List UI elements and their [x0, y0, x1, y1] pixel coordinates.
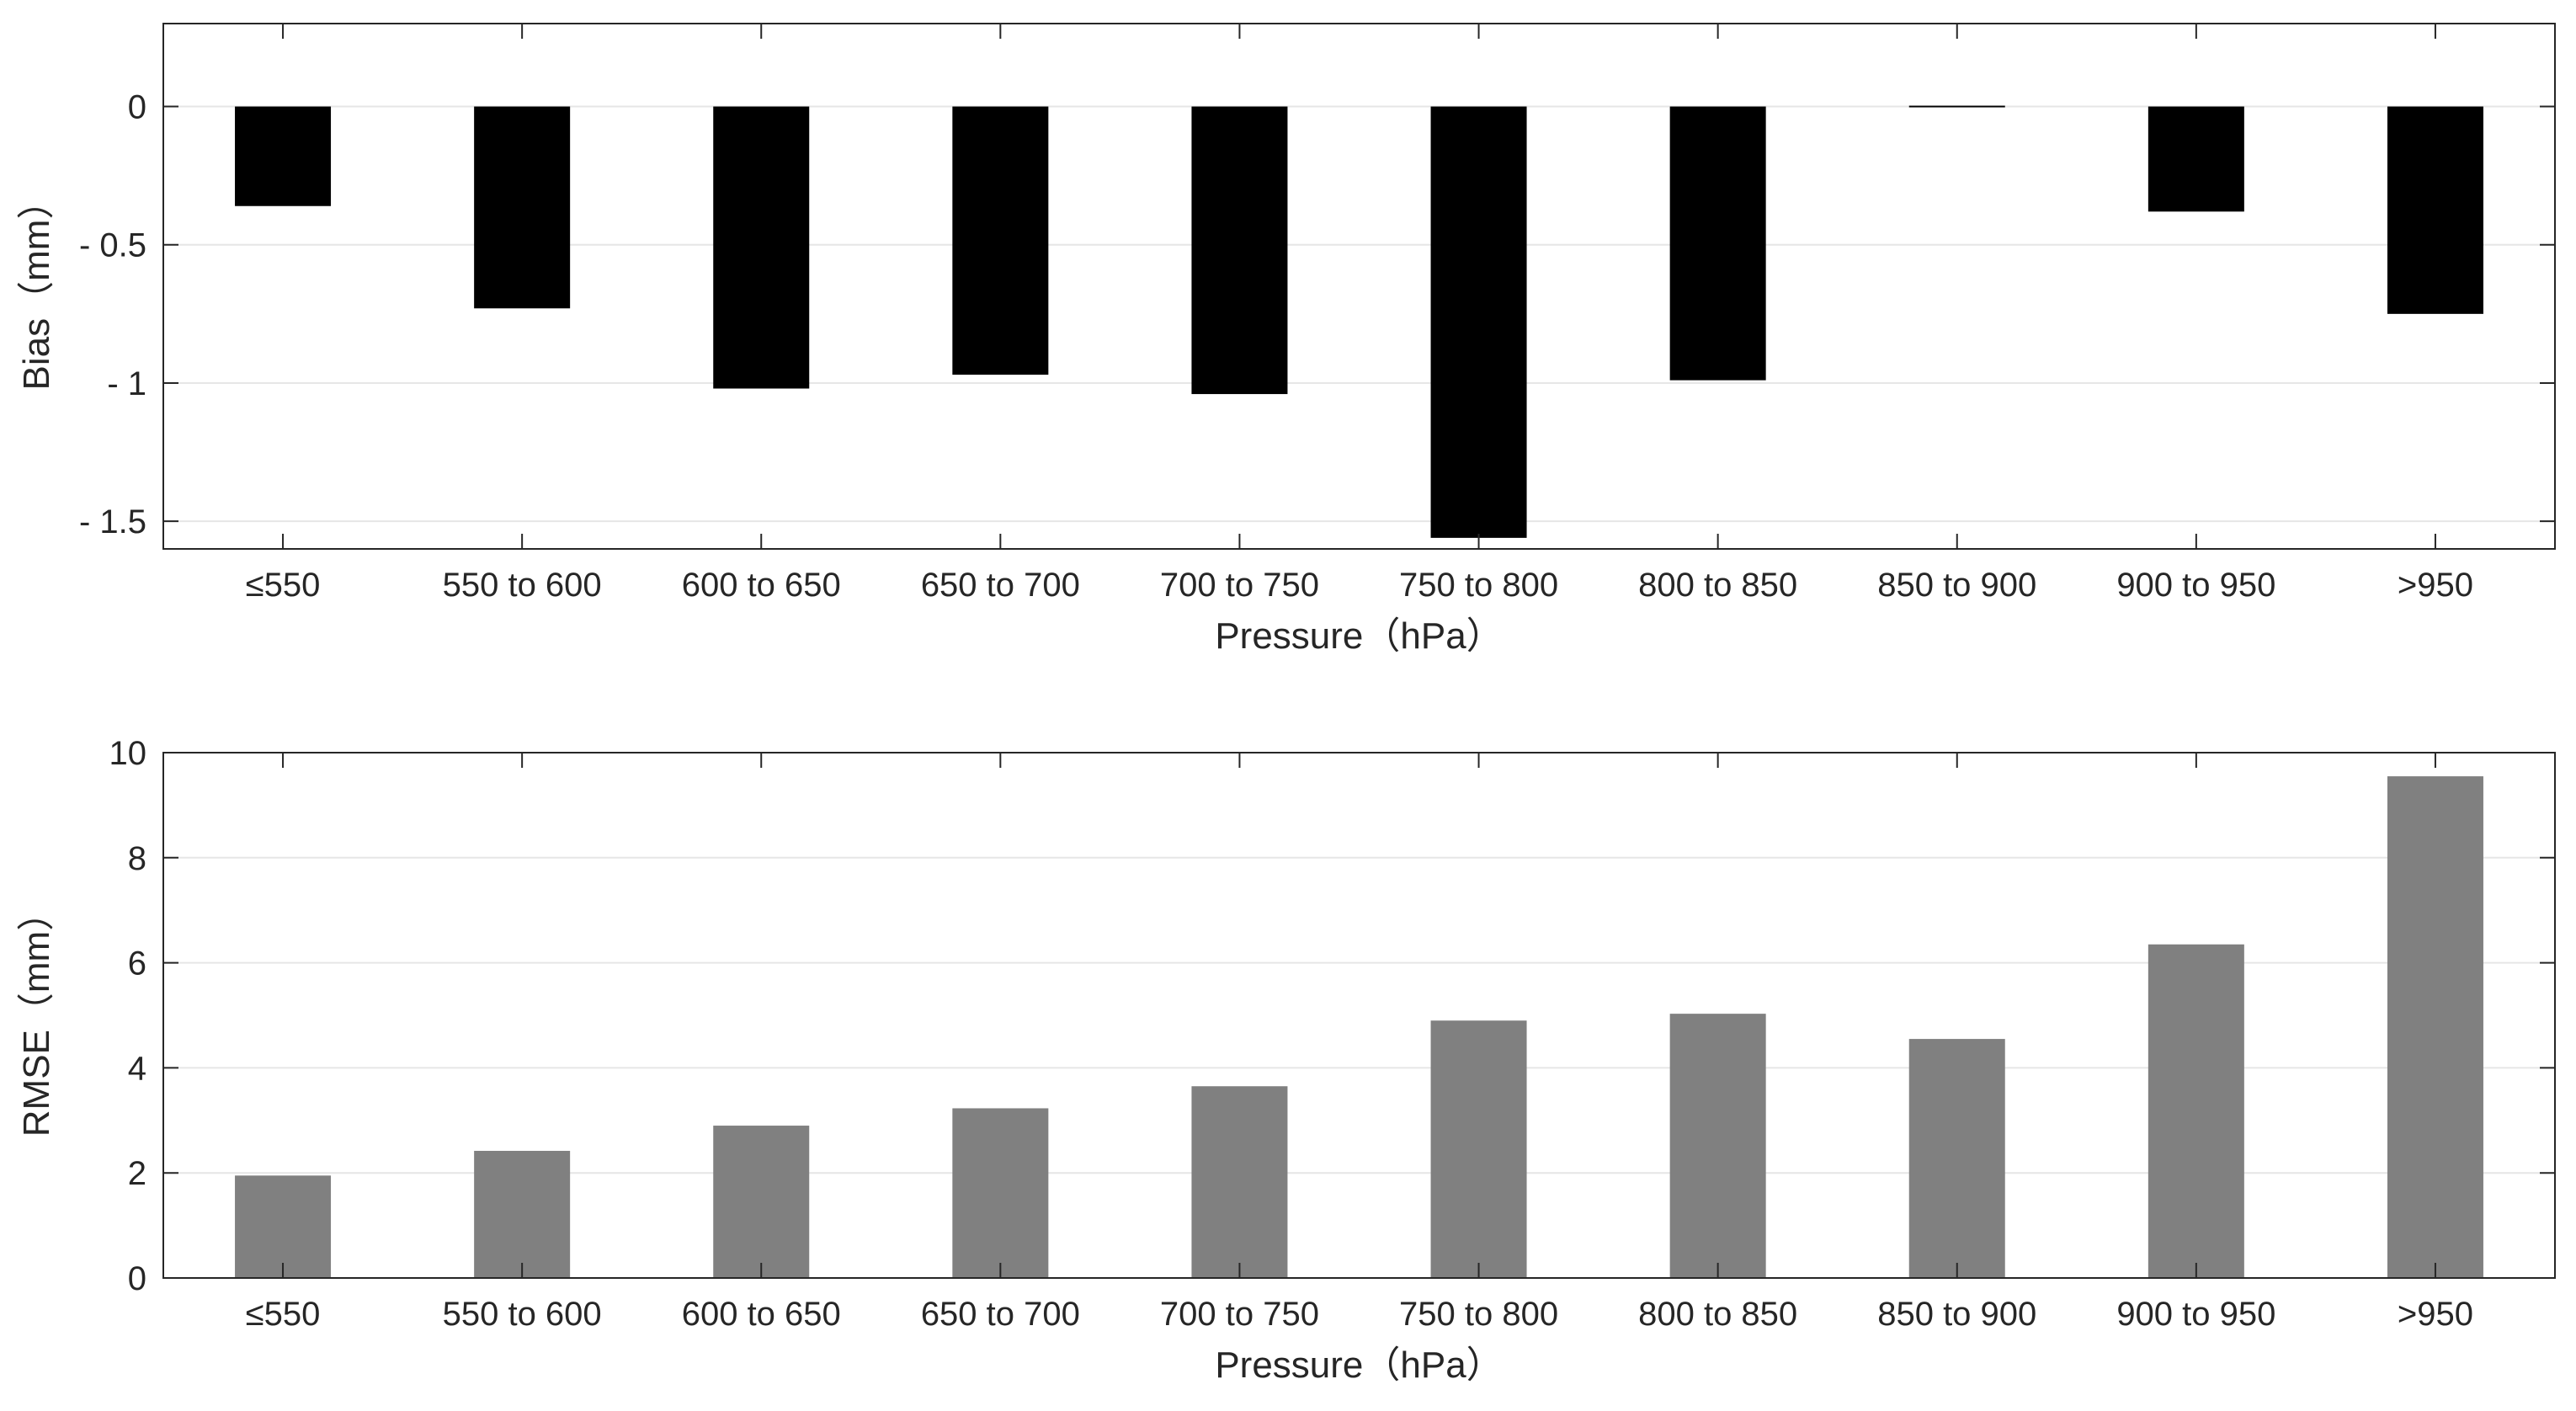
bias-ticks [163, 24, 2555, 549]
rmse-y-tick-label: 6 [128, 945, 146, 982]
bias-bars [235, 105, 2483, 538]
bias-axes-box [162, 23, 2556, 550]
bias-y-tick-label: - 0.5 [79, 227, 146, 264]
bias-bar [1191, 106, 1288, 395]
bias-bar [713, 106, 810, 389]
rmse-bar [2148, 944, 2244, 1278]
bias-x-tick-label: 550 to 600 [443, 567, 602, 604]
rmse-bar [1908, 1039, 2005, 1278]
rmse-bar [2387, 776, 2483, 1278]
rmse-x-tick-label: 750 to 800 [1399, 1296, 1558, 1333]
rmse-bar [474, 1150, 571, 1278]
rmse-y-axis-title: RMSE（mm） [16, 894, 57, 1137]
bias-x-tick-label: 800 to 850 [1638, 567, 1797, 604]
bias-x-tick-label: 750 to 800 [1399, 567, 1558, 604]
rmse-chart-panel: ≤550 550 to 600 600 to 650 650 to 700 700 to… [16, 735, 2556, 1386]
bias-bar [1669, 106, 1766, 381]
rmse-y-tick-label: 0 [128, 1260, 146, 1297]
bias-x-tick-label: 600 to 650 [682, 567, 841, 604]
bias-y-tick-labels: 0 - 0.5 - 1 - 1.5 [79, 89, 146, 541]
rmse-bar [1430, 1020, 1527, 1278]
rmse-bar [1191, 1086, 1288, 1278]
bias-x-tick-label: 900 to 950 [2116, 567, 2275, 604]
rmse-y-tick-label: 10 [109, 735, 147, 772]
rmse-x-tick-label: ≤550 [246, 1296, 321, 1333]
rmse-y-tick-label: 4 [128, 1050, 146, 1087]
bias-bar [474, 106, 571, 309]
bias-x-axis-title: Pressure（hPa） [1215, 615, 1503, 657]
bias-x-tick-label: 700 to 750 [1160, 567, 1319, 604]
bias-x-tick-label: >950 [2398, 567, 2473, 604]
rmse-bars [235, 776, 2483, 1278]
rmse-x-tick-label: 550 to 600 [443, 1296, 602, 1333]
bias-bar [2148, 106, 2244, 212]
bias-y-tick-label: - 1 [107, 365, 146, 402]
rmse-x-tick-label: 900 to 950 [2116, 1296, 2275, 1333]
rmse-x-tick-label: 600 to 650 [682, 1296, 841, 1333]
bias-x-tick-label: 650 to 700 [921, 567, 1080, 604]
rmse-x-tick-label: 850 to 900 [1877, 1296, 2036, 1333]
rmse-x-tick-label: 650 to 700 [921, 1296, 1080, 1333]
rmse-x-axis-title: Pressure（hPa） [1215, 1344, 1503, 1386]
rmse-axes-box [162, 752, 2556, 1279]
rmse-x-tick-labels: ≤550 550 to 600 600 to 650 650 to 700 700 to… [246, 1296, 2473, 1333]
bias-bar [1908, 105, 2005, 108]
bias-bar [235, 106, 332, 206]
bias-y-tick-label: - 1.5 [79, 503, 146, 540]
rmse-bar [952, 1108, 1049, 1278]
bias-bar [1430, 106, 1527, 538]
bias-x-tick-labels: ≤550 550 to 600 600 to 650 650 to 700 700 to… [246, 567, 2473, 604]
rmse-y-tick-label: 8 [128, 840, 146, 877]
bias-y-tick-label: 0 [128, 89, 146, 126]
bias-y-axis-title: Bias（mm） [16, 183, 57, 391]
bias-chart-panel: ≤550 550 to 600 600 to 650 650 to 700 700 to… [16, 23, 2556, 657]
bias-x-tick-label: 850 to 900 [1877, 567, 2036, 604]
bias-bar [952, 106, 1049, 375]
rmse-y-tick-label: 2 [128, 1155, 146, 1192]
rmse-x-tick-label: 700 to 750 [1160, 1296, 1319, 1333]
bias-bar [2387, 106, 2483, 314]
bias-x-tick-label: ≤550 [246, 567, 321, 604]
rmse-x-tick-label: 800 to 850 [1638, 1296, 1797, 1333]
rmse-bar [1669, 1014, 1766, 1278]
rmse-y-tick-labels: 0 2 4 6 8 10 [109, 735, 147, 1297]
rmse-bar [235, 1175, 332, 1278]
rmse-x-tick-label: >950 [2398, 1296, 2473, 1333]
rmse-bar [713, 1126, 810, 1278]
rmse-ticks [163, 752, 2555, 1279]
